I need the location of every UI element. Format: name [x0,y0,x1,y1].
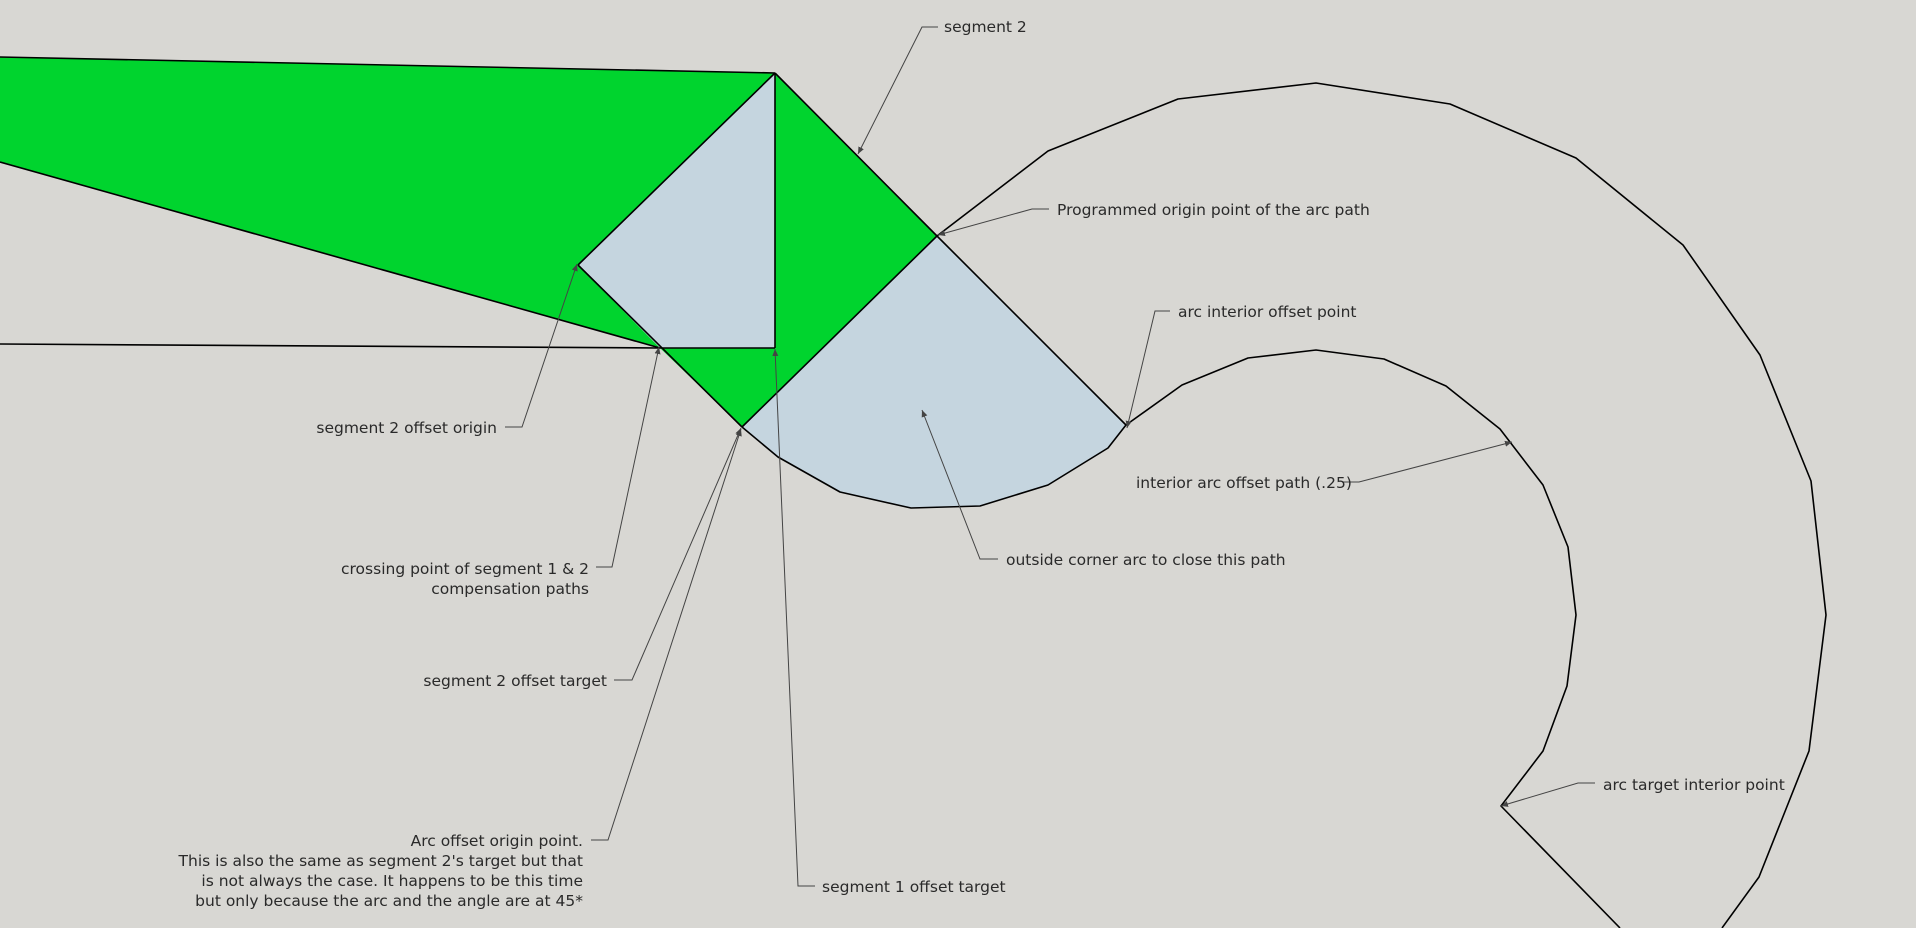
outside-corner-arc-path [741,424,1127,509]
outside-corner-arc-region [742,236,1126,508]
arc-offset-origin-label-line3: is not always the case. It happens to be… [201,872,583,890]
interior-arc-offset-path-label: interior arc offset path (.25) [1136,474,1352,492]
segment-1-offset-target-label: segment 1 offset target [822,878,1006,896]
arc-offset-origin-leader [591,428,742,841]
programmed-origin-leader [937,208,1049,237]
arc-interior-offset-point-leader [1125,310,1170,429]
outside-corner-arc-label: outside corner arc to close this path [1006,551,1286,569]
crossing-point-label-line2: compensation paths [431,580,589,598]
arc-interior-offset-point-label: arc interior offset point [1178,303,1357,321]
crossing-point-label-line1: crossing point of segment 1 & 2 [341,560,589,578]
programmed-origin-label: Programmed origin point of the arc path [1057,201,1370,219]
segment-2-offset-origin-diagonal [577,72,776,266]
segment-1-offset-target-leader [772,348,815,887]
segment-2-offset-triangle [578,73,775,348]
segment-1-compensation-area [0,57,775,348]
crossing-point-leader [596,346,661,568]
segment-2-offset-origin-leader [505,263,578,428]
segment-1-inner-edge [0,161,661,349]
segment-2-offset-path [577,264,743,428]
segment-2-compensation-diagonal [741,235,938,428]
arc-target-interior-point-label: arc target interior point [1603,776,1785,794]
segment-2-offset-origin-label: segment 2 offset origin [316,419,497,437]
programmed-arc-path [936,82,1827,928]
segment-2-leader [857,26,938,155]
interior-arc-offset-path-leader [1342,440,1513,483]
segment-2-offset-target-leader [614,427,742,681]
segment-2-offset-target-label: segment 2 offset target [423,672,607,690]
outside-corner-arc-leader [921,409,998,560]
segment-2-compensation-area [660,73,937,427]
arc-target-interior-point-leader [1500,782,1595,807]
segment-1-outer-edge [0,56,776,74]
interior-arc-offset-path [1125,349,1621,928]
arc-offset-origin-label-line2: This is also the same as segment 2's tar… [178,852,583,870]
segment-2-label: segment 2 [944,18,1027,36]
arc-offset-origin-label-line4: but only because the arc and the angle a… [195,892,583,910]
arc-offset-origin-label-line1: Arc offset origin point. [411,832,583,850]
